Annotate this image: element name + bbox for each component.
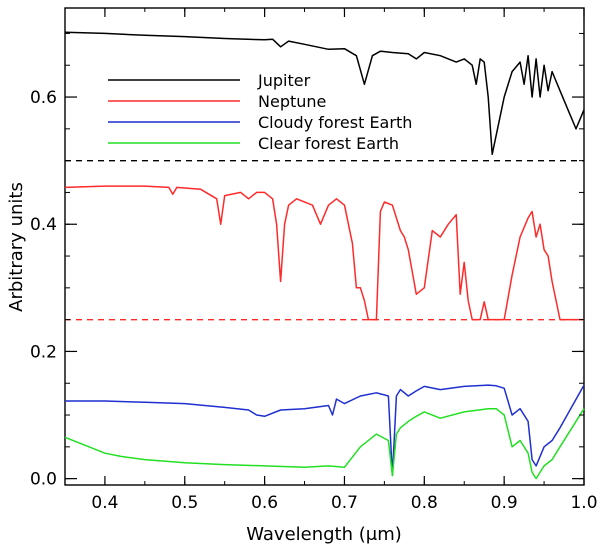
legend-label: Cloudy forest Earth <box>258 113 412 132</box>
y-axis-title: Arbitrary units <box>6 182 27 312</box>
series-line <box>64 185 584 321</box>
x-axis-title: Wavelength (μm) <box>246 524 402 545</box>
legend-label: Jupiter <box>257 71 311 90</box>
plot-frame <box>64 7 585 486</box>
y-axis: 0.0 0.2 0.4 0.6 <box>30 32 584 490</box>
x-tick-label: 0.8 <box>411 493 438 513</box>
x-tick-label: 0.9 <box>491 493 518 513</box>
series-layer <box>64 31 585 480</box>
y-tick-label: 0.2 <box>30 342 57 362</box>
reference-lines <box>65 159 584 321</box>
y-tick-label: 0.6 <box>30 88 57 108</box>
x-axis: 0.4 0.5 0.6 0.7 0.8 0.9 1.0 <box>64 8 598 513</box>
x-tick-label: 1.0 <box>570 493 597 513</box>
x-tick-label: 0.6 <box>251 493 278 513</box>
legend: Jupiter Neptune Cloudy forest Earth Clear f… <box>108 71 412 153</box>
x-tick-label: 0.5 <box>171 493 198 513</box>
series-line <box>65 384 585 477</box>
x-tick-label: 0.4 <box>91 493 118 513</box>
x-tick-label: 0.7 <box>331 493 358 513</box>
y-tick-label: 0.4 <box>30 215 57 235</box>
series-line <box>64 407 585 480</box>
legend-label: Clear forest Earth <box>258 134 399 153</box>
series-line <box>64 31 585 156</box>
legend-label: Neptune <box>258 92 326 111</box>
y-tick-label: 0.0 <box>30 470 57 490</box>
